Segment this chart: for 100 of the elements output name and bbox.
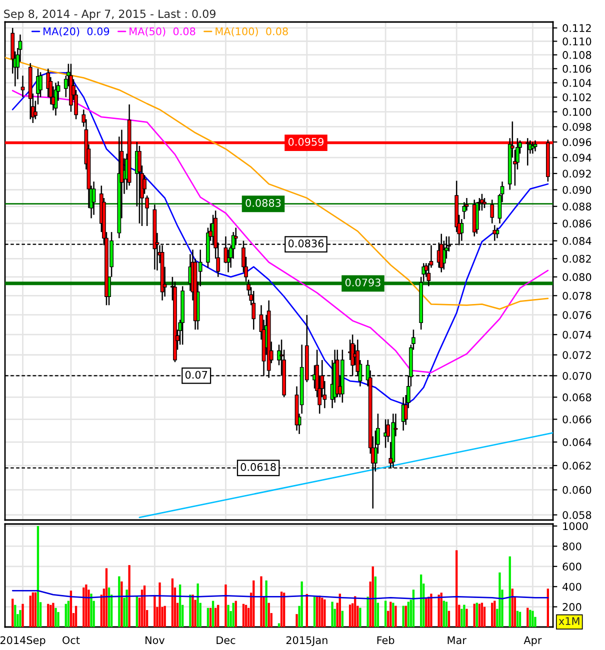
bar	[374, 576, 376, 627]
y-tick-label: 0.070	[562, 372, 592, 380]
bar	[189, 594, 192, 627]
bar	[214, 608, 217, 627]
y-tick-label: 400	[562, 582, 582, 591]
bar	[480, 602, 484, 627]
bar	[212, 600, 214, 627]
candlestick	[252, 290, 256, 330]
bar	[491, 602, 494, 627]
y-tick-label: 0.098	[562, 122, 592, 131]
bar	[265, 580, 268, 627]
line-series	[12, 590, 549, 600]
candlestick	[462, 202, 466, 220]
candlestick	[142, 174, 146, 194]
bar	[546, 588, 550, 627]
chart-title: Sep 8, 2014 - Apr 7, 2015 - Last : 0.09	[4, 10, 216, 20]
y-tick-label: 0.072	[562, 351, 591, 359]
bar	[430, 594, 432, 627]
candlestick	[138, 145, 142, 224]
y-tick-label: 0.110	[562, 37, 592, 46]
bar	[460, 608, 463, 627]
bar	[52, 602, 54, 627]
bar	[313, 596, 316, 627]
y-tick-label: 0.112	[562, 24, 591, 32]
bar	[32, 592, 34, 627]
bar	[206, 608, 210, 627]
ref-line-label: 0.0883	[246, 199, 281, 207]
bar	[171, 578, 174, 627]
bar	[158, 582, 161, 627]
x-tick-label: Mar	[448, 636, 466, 644]
y-tick-label: 0.090	[562, 186, 592, 194]
bar	[34, 592, 37, 627]
bar	[442, 600, 445, 627]
bar	[90, 594, 92, 627]
candlestick	[490, 199, 494, 224]
bar	[128, 565, 130, 627]
bar	[47, 604, 50, 627]
y-tick-label: 0.084	[562, 237, 592, 245]
ref-line-label: 0.0618	[240, 463, 276, 471]
bar	[36, 526, 40, 627]
ref-line-label: 0.07	[185, 370, 208, 379]
bar	[526, 608, 529, 627]
line-series	[5, 56, 549, 310]
bar	[331, 602, 334, 627]
bar	[324, 599, 326, 627]
y-tick-label: 0.108	[562, 51, 592, 59]
bar	[140, 590, 144, 627]
bar	[120, 581, 123, 627]
x-tick-label: Feb	[377, 636, 394, 644]
bar	[224, 584, 227, 627]
bar	[260, 576, 262, 627]
bar	[466, 608, 468, 627]
bar	[126, 590, 128, 627]
x-tick-label: Nov	[146, 636, 165, 644]
y-tick-label: 0.096	[562, 138, 592, 146]
y-tick-label: 0.100	[562, 108, 592, 116]
y-tick-label: 0.094	[562, 154, 592, 162]
y-tick-label: 1000	[563, 522, 588, 530]
bar	[209, 608, 212, 627]
candlestick	[480, 193, 484, 212]
bar	[242, 604, 245, 627]
bar	[64, 604, 67, 627]
bar	[244, 604, 248, 627]
y-tick-label: 0.104	[562, 78, 592, 87]
y-tick-label: 0.062	[562, 462, 591, 470]
y-tick-label: 800	[562, 542, 582, 550]
x-tick-label: Oct	[62, 636, 80, 644]
bar	[252, 580, 255, 627]
x-tick-label: 2015Jan	[286, 636, 328, 646]
bar	[54, 608, 57, 627]
bar	[463, 604, 466, 627]
y-tick-label: 0.086	[562, 220, 592, 228]
y-tick-label: 0.066	[562, 415, 592, 424]
bar	[473, 604, 476, 627]
bar	[22, 604, 24, 627]
bar	[74, 606, 78, 627]
bar	[508, 556, 511, 627]
bar	[518, 612, 522, 627]
bar	[498, 572, 501, 627]
y-tick-label: 0.106	[562, 64, 592, 73]
bar	[29, 596, 32, 627]
bar	[390, 602, 392, 627]
legend-label: MA(100) 0.08	[216, 27, 288, 36]
legend-label: MA(50) 0.08	[130, 27, 196, 36]
bar	[402, 606, 404, 627]
bar	[341, 610, 344, 627]
bar	[300, 581, 303, 627]
bar	[105, 568, 108, 627]
bar	[483, 606, 486, 627]
x-tick-label: Apr	[524, 636, 542, 646]
bar	[478, 604, 481, 627]
bar	[12, 598, 14, 627]
ref-line-label: 0.0793	[345, 278, 380, 286]
y-tick-label: 0.082	[562, 254, 591, 263]
ref-line-label: 0.0836	[288, 239, 324, 248]
y-tick-label: 0.078	[562, 292, 592, 300]
text: x1M	[558, 617, 580, 625]
bar	[227, 604, 230, 627]
y-tick-label: 0.076	[562, 311, 592, 319]
bar	[321, 598, 324, 627]
